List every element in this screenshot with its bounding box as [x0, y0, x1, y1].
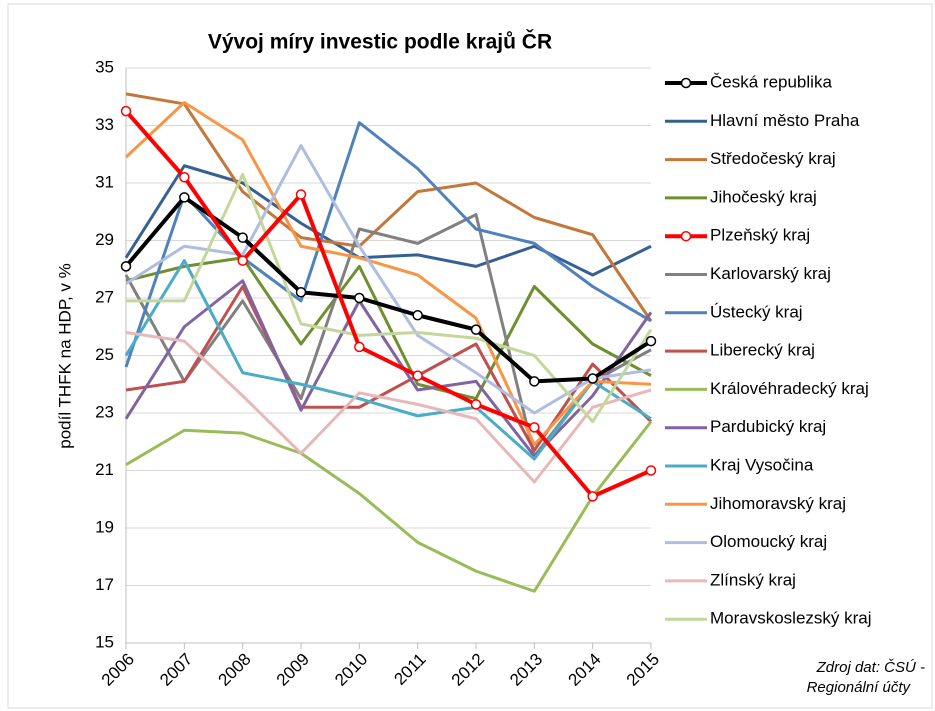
- data-point: [412, 310, 423, 321]
- y-tick-label: 33: [95, 115, 114, 134]
- y-tick-label: 15: [95, 632, 114, 651]
- data-point: [645, 465, 657, 476]
- y-tick-label: 23: [95, 402, 114, 421]
- series-line: [124, 101, 652, 447]
- legend-label: Plzeňský kraj: [710, 226, 810, 245]
- chart-title: Vývoj míry investic podle krajů ČR: [208, 30, 552, 54]
- data-point: [295, 287, 307, 298]
- legend-marker: [680, 230, 692, 242]
- data-point: [237, 255, 248, 266]
- y-tick-label: 35: [95, 57, 114, 76]
- legend-marker: [680, 77, 692, 89]
- series-line: [124, 121, 652, 368]
- data-point: [354, 292, 365, 304]
- y-tick-label: 31: [95, 172, 114, 191]
- data-point: [295, 189, 307, 200]
- data-point: [354, 341, 365, 353]
- series-line: [125, 285, 653, 452]
- series-line: [124, 259, 652, 461]
- series-line: [126, 172, 653, 424]
- data-point: [529, 376, 540, 387]
- legend-label: Hlavní město Praha: [710, 111, 860, 130]
- legend-label: Královéhradecký kraj: [710, 379, 869, 398]
- legend-label: Olomoucký kraj: [710, 532, 827, 551]
- y-tick-label: 27: [95, 287, 114, 306]
- series-line: [125, 331, 652, 484]
- data-point: [120, 261, 132, 272]
- legend-label: Karlovarský kraj: [710, 264, 831, 283]
- source-note: Regionální účty: [807, 679, 912, 696]
- legend-label: Středočeský kraj: [710, 149, 836, 168]
- data-point: [120, 105, 132, 117]
- data-point: [470, 399, 482, 410]
- data-point: [179, 172, 190, 183]
- legend-label: Pardubický kraj: [710, 417, 826, 436]
- source-note: Zdroj dat: ČSÚ -: [816, 659, 925, 676]
- legend-label: Ústecký kraj: [710, 302, 803, 321]
- legend-label: Jihočeský kraj: [710, 187, 817, 206]
- y-tick-label: 19: [95, 517, 114, 536]
- y-tick-label: 29: [95, 230, 114, 249]
- legend-label: Česká republika: [710, 72, 832, 91]
- legend-label: Zlínský kraj: [710, 570, 796, 589]
- data-point: [587, 491, 598, 502]
- legend-label: Kraj Vysočina: [710, 455, 814, 474]
- series-line: [125, 420, 653, 593]
- y-tick-label: 21: [95, 460, 114, 479]
- y-axis-label: podíl THFK na HDP, v %: [55, 263, 74, 449]
- data-point: [645, 335, 657, 347]
- legend-label: Moravskoslezský kraj: [710, 609, 872, 628]
- data-point: [470, 324, 482, 335]
- legend-label: Jihomoravský kraj: [710, 494, 846, 513]
- series-line: [124, 164, 652, 277]
- series-line: [124, 279, 653, 458]
- y-tick-label: 25: [95, 345, 114, 364]
- data-point: [412, 370, 423, 381]
- y-tick-label: 17: [95, 575, 114, 594]
- series-line: [125, 92, 653, 322]
- data-point: [587, 373, 598, 384]
- data-point: [237, 232, 248, 243]
- series-line: [124, 109, 652, 499]
- series-line: [125, 256, 652, 401]
- legend-label: Liberecký kraj: [710, 341, 815, 360]
- data-point: [179, 192, 190, 203]
- data-point: [529, 422, 540, 433]
- series-line: [125, 144, 652, 415]
